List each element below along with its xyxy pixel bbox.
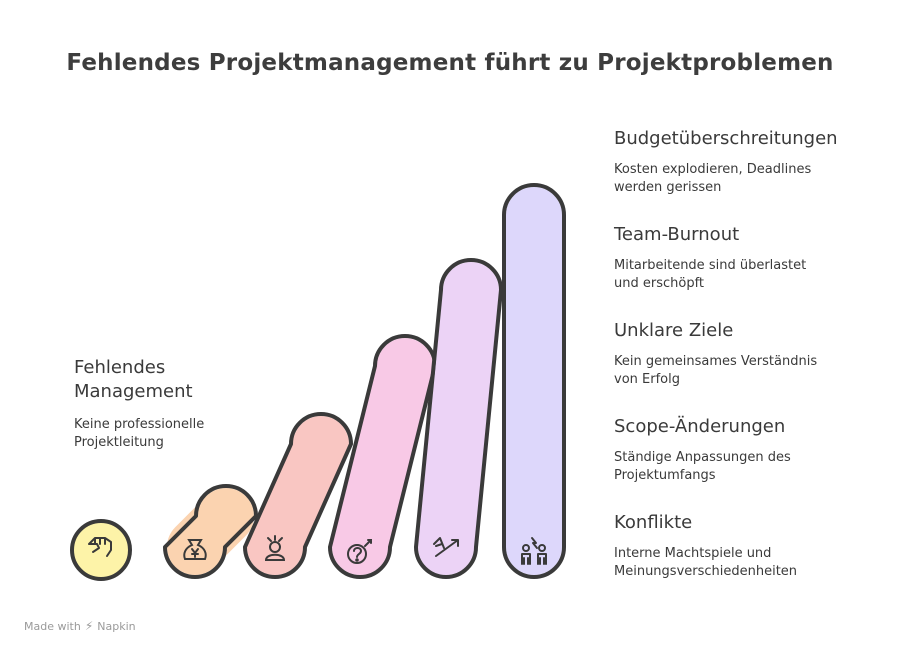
problem-description: Kein gemeinsames Verständnis von Erfolg [614, 354, 818, 387]
problem-title: Team-Burnout [614, 224, 740, 245]
problem-title: Scope-Änderungen [614, 416, 786, 437]
problem-title: Budgetüberschreitungen [614, 128, 838, 149]
bar-1 [163, 484, 258, 579]
bar-5 [502, 183, 566, 579]
question-target-icon [347, 539, 372, 564]
problem-item-conflicts: Konflikte Interne Machtspiele und Meinun… [614, 511, 884, 581]
bar-2 [243, 412, 353, 579]
problem-description: Ständige Anpassungen des Projektumfangs [614, 450, 791, 483]
bar-4 [414, 258, 503, 579]
napkin-logo-icon: ⚡ [84, 619, 94, 633]
problem-title: Unklare Ziele [614, 320, 734, 341]
problem-item-goals: Unklare Ziele Kein gemeinsames Verständn… [614, 319, 884, 389]
source-label: Fehlendes Management Keine professionell… [74, 356, 274, 452]
money-bag-icon [183, 539, 207, 560]
source-description: Keine professionelle Projektleitung [74, 417, 205, 450]
made-with-label: Made with [24, 619, 81, 633]
footer-credit: Made with ⚡ Napkin [24, 619, 136, 633]
fist-hand-icon [88, 537, 112, 557]
problem-item-burnout: Team-Burnout Mitarbeitende sind überlast… [614, 223, 884, 293]
problem-description: Interne Machtspiele und Meinungsverschie… [614, 546, 798, 579]
brand-label: Napkin [97, 619, 136, 633]
page-title: Fehlendes Projektmanagement führt zu Pro… [66, 50, 834, 76]
problem-item-scope: Scope-Änderungen Ständige Anpassungen de… [614, 415, 884, 485]
diverging-arrows-icon [433, 537, 459, 557]
problem-item-budget: Budgetüberschreitungen Kosten explodiere… [614, 127, 884, 197]
problem-title: Konflikte [614, 512, 693, 533]
source-title: Fehlendes Management [74, 357, 193, 402]
problem-description: Kosten explodieren, Deadlines werden ger… [614, 162, 812, 195]
source-circle [70, 519, 132, 581]
stressed-person-icon [264, 535, 286, 561]
problem-description: Mitarbeitende sind überlastet und erschö… [614, 258, 807, 291]
conflict-people-icon [521, 537, 547, 565]
